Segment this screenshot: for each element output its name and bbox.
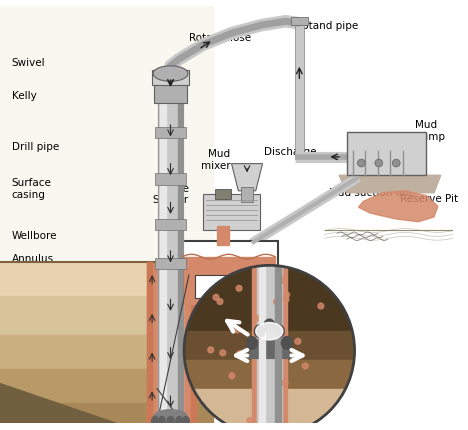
Circle shape (208, 347, 214, 353)
Bar (217, 226, 229, 246)
Ellipse shape (256, 323, 283, 340)
Bar (184, 266, 355, 332)
Ellipse shape (247, 337, 257, 349)
Bar (241, 187, 253, 203)
Bar (215, 189, 231, 199)
Bar (184, 390, 355, 430)
Bar (257, 266, 282, 430)
Polygon shape (248, 329, 291, 359)
Bar (154, 82, 187, 103)
Circle shape (260, 392, 265, 398)
Ellipse shape (158, 417, 165, 426)
Bar (291, 18, 308, 26)
Polygon shape (358, 191, 438, 222)
Circle shape (213, 295, 219, 301)
Bar (294, 22, 304, 160)
Text: Wellbore: Wellbore (12, 231, 57, 241)
Bar (155, 128, 186, 139)
Bar (155, 258, 186, 270)
Circle shape (282, 380, 288, 386)
Ellipse shape (152, 417, 158, 426)
Circle shape (217, 299, 223, 305)
Bar (204, 194, 260, 231)
Bar (160, 84, 166, 423)
Ellipse shape (167, 417, 174, 426)
Ellipse shape (176, 417, 183, 426)
Circle shape (281, 278, 286, 283)
Bar (178, 84, 182, 423)
Bar (0, 403, 213, 423)
Circle shape (284, 292, 290, 298)
FancyBboxPatch shape (195, 275, 252, 298)
Text: Kelly: Kelly (12, 91, 37, 101)
Circle shape (220, 350, 226, 356)
Bar (155, 174, 186, 185)
Bar (0, 297, 213, 335)
Bar (252, 266, 287, 430)
Bar (182, 257, 275, 304)
Text: Drill pipe: Drill pipe (12, 142, 59, 152)
Text: Mud suction line: Mud suction line (329, 187, 415, 197)
Circle shape (236, 352, 242, 357)
Circle shape (237, 351, 243, 357)
Circle shape (229, 373, 235, 379)
Text: Rotary hose: Rotary hose (189, 33, 251, 43)
Text: Discharge: Discharge (263, 147, 316, 157)
Bar (179, 242, 278, 304)
Circle shape (358, 160, 365, 168)
Bar (155, 219, 186, 231)
Ellipse shape (183, 417, 190, 426)
Ellipse shape (264, 319, 275, 332)
Circle shape (283, 297, 289, 303)
Text: Annulus: Annulus (12, 253, 54, 263)
Ellipse shape (154, 410, 187, 423)
Bar (0, 263, 213, 297)
Polygon shape (0, 384, 116, 423)
Circle shape (234, 327, 240, 333)
Ellipse shape (274, 325, 285, 338)
Text: Mud
mixer: Mud mixer (201, 149, 231, 170)
Bar (191, 263, 196, 423)
Circle shape (318, 304, 324, 309)
Bar (158, 84, 183, 423)
Bar (184, 360, 355, 390)
Text: Stand pipe: Stand pipe (302, 21, 358, 31)
Polygon shape (339, 176, 441, 193)
Circle shape (295, 339, 301, 344)
Text: Shale
Shaker: Shale Shaker (153, 184, 189, 205)
Circle shape (184, 266, 355, 430)
Circle shape (256, 316, 262, 321)
Bar (152, 71, 189, 86)
Ellipse shape (254, 325, 265, 338)
Bar (147, 263, 152, 423)
Ellipse shape (153, 67, 188, 82)
Circle shape (302, 363, 308, 369)
Text: Swivel: Swivel (12, 58, 45, 68)
Bar (0, 7, 213, 263)
Ellipse shape (281, 337, 292, 349)
Circle shape (392, 160, 400, 168)
Bar (0, 335, 213, 369)
Bar (147, 263, 196, 423)
Bar (184, 332, 355, 360)
Bar (158, 84, 183, 423)
Circle shape (236, 286, 242, 292)
Bar (347, 132, 426, 176)
Bar (259, 266, 265, 430)
Text: Mud return line: Mud return line (198, 248, 278, 258)
Polygon shape (232, 164, 263, 191)
Text: Mud
pump: Mud pump (415, 120, 445, 141)
Text: Reserve Pit: Reserve Pit (400, 193, 458, 203)
Circle shape (274, 299, 279, 305)
Circle shape (375, 160, 383, 168)
Circle shape (247, 418, 253, 424)
Bar (275, 266, 281, 430)
Text: Mud pit: Mud pit (200, 267, 245, 276)
Text: Surface
casing: Surface casing (12, 178, 51, 199)
Bar (0, 369, 213, 403)
